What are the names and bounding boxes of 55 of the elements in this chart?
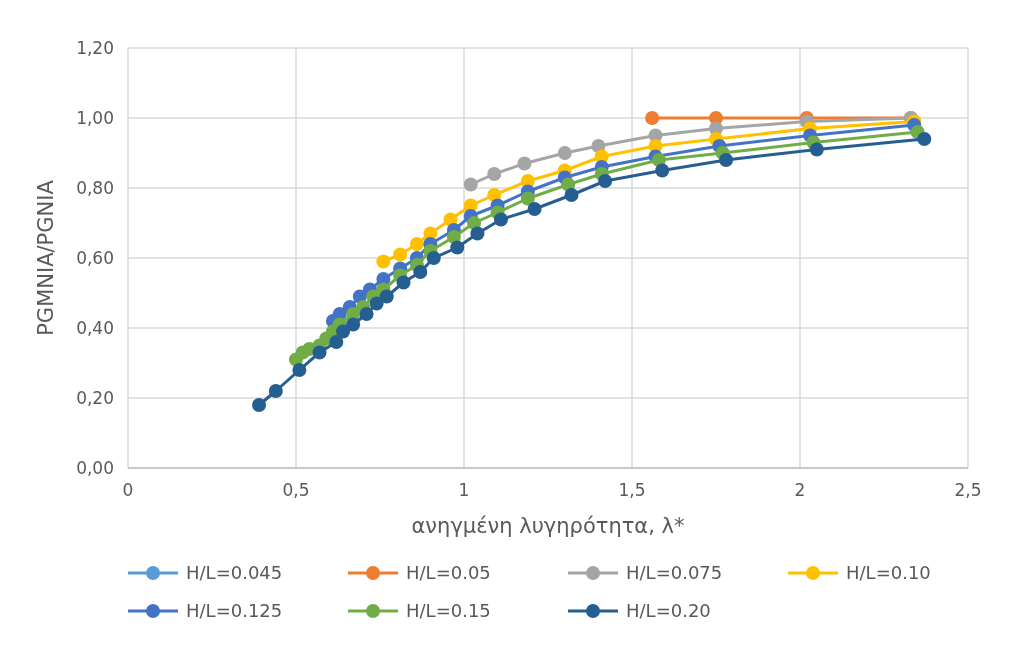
point [527, 202, 542, 216]
y-tick-label: 1,00 [76, 107, 114, 128]
legend-label: H/L=0.125 [186, 600, 283, 622]
legend-label: H/L=0.05 [406, 562, 491, 584]
point [376, 254, 391, 269]
point [493, 212, 508, 227]
y-tick-label: 0,20 [76, 387, 114, 408]
point [598, 174, 613, 188]
point [336, 324, 351, 339]
x-tick-label: 0 [122, 480, 134, 500]
point [379, 289, 394, 304]
x-axis-title: ανηγμένη λυγηρότητα, λ* [411, 514, 685, 538]
point [413, 265, 428, 279]
x-tick-label: 2 [794, 480, 806, 500]
point [312, 345, 327, 360]
point [463, 177, 478, 192]
point [655, 163, 670, 178]
point [917, 132, 932, 146]
point [517, 156, 532, 171]
legend-label: H/L=0.10 [846, 562, 931, 584]
point [409, 237, 424, 251]
legend-label: H/L=0.075 [626, 562, 723, 584]
y-axis-title: PGMNIA/PGNIA [34, 179, 58, 336]
x-tick-label: 1 [458, 480, 470, 500]
point [346, 317, 361, 332]
point [487, 167, 502, 181]
point [557, 146, 572, 160]
point [470, 226, 485, 241]
y-tick-label: 0,80 [76, 177, 114, 198]
point [268, 384, 283, 398]
point [564, 188, 579, 202]
legend-label: H/L=0.15 [406, 600, 491, 622]
point [467, 216, 482, 230]
point [520, 191, 535, 206]
point [396, 275, 411, 290]
legend-label: H/L=0.20 [626, 600, 711, 622]
point [645, 111, 660, 125]
y-tick-label: 0,00 [76, 457, 114, 478]
x-tick-label: 1,5 [618, 480, 646, 500]
point [369, 296, 384, 311]
point [809, 142, 824, 157]
legend-label: H/L=0.045 [186, 562, 283, 584]
y-tick-label: 0,40 [76, 317, 114, 338]
point [252, 398, 267, 412]
point [329, 335, 344, 349]
point [719, 153, 734, 167]
point [393, 247, 408, 262]
y-tick-label: 0,60 [76, 247, 114, 268]
point [426, 251, 441, 265]
point [359, 307, 374, 321]
x-tick-label: 2,5 [954, 480, 982, 500]
point [450, 240, 465, 255]
y-tick-label: 1,20 [76, 37, 114, 58]
x-tick-label: 0,5 [282, 480, 310, 500]
point [292, 363, 307, 377]
